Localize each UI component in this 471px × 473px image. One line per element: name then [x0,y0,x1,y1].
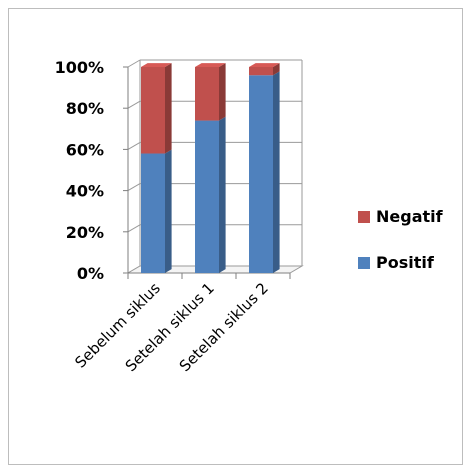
y-tick-label: 80% [66,99,104,118]
gridline-depth [127,59,141,68]
chart-frame [8,8,463,465]
y-tick-label: 100% [55,58,104,77]
legend-swatch-negatif [358,211,370,223]
y-tick-label: 60% [66,140,104,159]
bar-positif-front [249,75,273,274]
bar-negatif-front [141,67,165,154]
bar-negatif-front [249,67,273,76]
gridline-depth [127,224,141,233]
gridline-depth [127,141,141,150]
bar-negatif-top [141,63,172,67]
bar-negatif-side [165,63,172,154]
legend-label-positif: Positif [376,253,435,272]
bar-positif-front [141,153,165,273]
y-tick-label: 40% [66,182,104,201]
bar-negatif-top [195,63,226,67]
bar-positif-side [219,116,226,274]
bar-positif-side [273,71,280,273]
gridline-depth [127,183,141,192]
y-tick-label: 0% [77,264,104,283]
gridline-depth [127,100,141,109]
legend-label-negatif: Negatif [376,207,444,226]
bar-negatif-side [273,63,280,76]
legend-swatch-positif [358,257,370,269]
bar-positif-front [195,120,219,273]
bar-negatif-front [195,67,219,121]
bar-negatif-top [249,63,280,67]
bar-negatif-side [219,63,226,121]
bar-positif-side [165,149,172,273]
y-tick-label: 20% [66,223,104,242]
